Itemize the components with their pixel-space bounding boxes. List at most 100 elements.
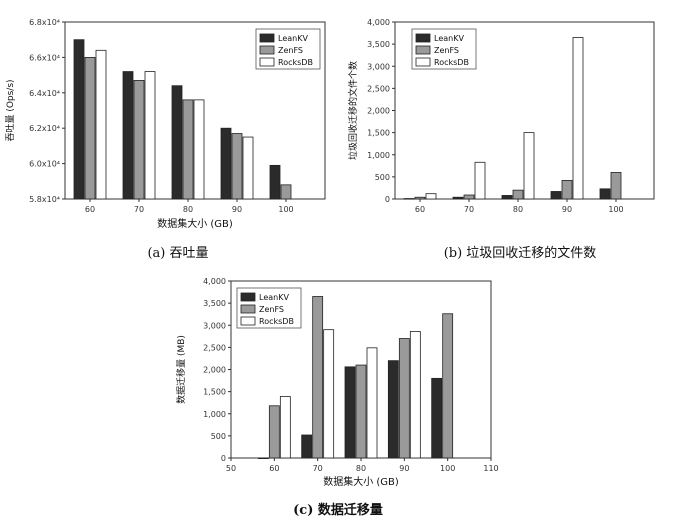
legend-swatch-zenfs (415, 45, 431, 55)
legend-swatch-leankv (259, 33, 275, 43)
legend-swatch-leankv (415, 33, 431, 43)
bar-rocksdb-80 (523, 132, 535, 200)
y-tick-label: 6.8x10⁴ (29, 18, 60, 27)
legend-swatch-leankv (240, 292, 256, 302)
bar-leankv-90 (550, 191, 562, 200)
legend-swatch-zenfs (259, 45, 275, 55)
bar-zenfs-100 (280, 184, 292, 200)
bar-zenfs-90 (231, 133, 243, 200)
bar-zenfs-100 (442, 313, 454, 459)
x-tick-label: 80 (356, 464, 366, 473)
y-tick-label: 1,500 (203, 388, 226, 397)
y-axis-label: 吞吐量 (Ops/s) (5, 79, 16, 141)
bar-leankv-100 (269, 164, 281, 200)
legend-label-zenfs: ZenFS (434, 46, 459, 55)
y-tick-label: 1,000 (367, 151, 390, 160)
legend-label-rocksdb: RocksDB (434, 58, 469, 67)
bar-leankv-80 (501, 195, 513, 200)
y-tick-label: 6.0x10⁴ (29, 160, 60, 169)
bar-leankv-90 (387, 360, 399, 459)
bar-zenfs-100 (610, 172, 622, 200)
x-tick-label: 90 (399, 464, 409, 473)
x-tick-label: 80 (183, 205, 193, 214)
x-tick-label: 60 (269, 464, 279, 473)
bar-zenfs-80 (355, 364, 367, 459)
y-tick-label: 500 (375, 173, 390, 182)
bar-zenfs-90 (398, 338, 410, 459)
y-axis-label: 数据迁移量 (MB) (175, 335, 187, 404)
legend-swatch-rocksdb (259, 57, 275, 67)
x-tick-label: 70 (134, 205, 144, 214)
x-tick-label: 90 (232, 205, 242, 214)
legend-swatch-zenfs (240, 304, 256, 314)
bar-rocksdb-80 (193, 99, 205, 200)
bar-rocksdb-90 (409, 331, 421, 459)
bar-rocksdb-60 (425, 193, 437, 200)
legend-label-leankv: LeanKV (259, 293, 289, 302)
bar-zenfs-80 (182, 99, 194, 200)
x-tick-label: 80 (513, 205, 523, 214)
caption-b: (b) 垃圾回收迁移的文件数 (443, 246, 597, 261)
bar-zenfs-70 (312, 296, 324, 459)
bar-zenfs-80 (512, 189, 524, 200)
y-tick-label: 3,500 (367, 40, 390, 49)
y-tick-label: 2,000 (203, 366, 226, 375)
x-tick-label: 100 (608, 205, 623, 214)
bar-rocksdb-70 (323, 329, 335, 459)
legend-label-leankv: LeanKV (434, 34, 464, 43)
bar-leankv-60 (257, 457, 269, 460)
bar-rocksdb-70 (474, 161, 486, 200)
y-tick-label: 2,500 (367, 84, 390, 93)
bar-leankv-90 (220, 127, 232, 200)
bar-leankv-60 (73, 39, 85, 200)
y-tick-label: 3,000 (203, 321, 226, 330)
legend-label-leankv: LeanKV (278, 34, 308, 43)
y-tick-label: 1,000 (203, 410, 226, 419)
bar-rocksdb-70 (144, 71, 156, 200)
legend-label-zenfs: ZenFS (278, 46, 303, 55)
x-tick-label: 110 (483, 464, 498, 473)
y-tick-label: 0 (385, 195, 390, 204)
x-axis-label: 数据集大小 (GB) (157, 217, 233, 230)
legend-label-rocksdb: RocksDB (278, 58, 313, 67)
legend-label-rocksdb: RocksDB (259, 317, 294, 326)
y-tick-label: 4,000 (367, 18, 390, 27)
y-axis-label: 垃圾回收迁移的文件个数 (347, 61, 359, 160)
x-tick-label: 100 (278, 205, 293, 214)
bar-leankv-70 (122, 71, 134, 200)
bar-zenfs-60 (414, 196, 426, 200)
x-tick-label: 70 (313, 464, 323, 473)
bar-rocksdb-90 (572, 37, 584, 200)
y-tick-label: 4,000 (203, 277, 226, 286)
bar-leankv-60 (403, 198, 415, 200)
bar-zenfs-60 (84, 57, 96, 200)
y-tick-label: 5.8x10⁴ (29, 195, 60, 204)
y-tick-label: 2,000 (367, 107, 390, 116)
x-axis-label: 数据集大小 (GB) (323, 475, 399, 488)
bar-rocksdb-80 (366, 347, 378, 459)
bar-rocksdb-90 (242, 136, 254, 200)
y-tick-label: 0 (221, 454, 226, 463)
bar-rocksdb-60 (279, 396, 291, 459)
x-tick-label: 60 (415, 205, 425, 214)
y-tick-label: 1,500 (367, 129, 390, 138)
x-tick-label: 60 (85, 205, 95, 214)
bar-leankv-80 (344, 366, 356, 459)
x-tick-label: 100 (440, 464, 455, 473)
y-tick-label: 6.6x10⁴ (29, 53, 60, 62)
bar-leankv-80 (171, 85, 183, 200)
bar-zenfs-60 (268, 405, 280, 459)
y-tick-label: 3,000 (367, 62, 390, 71)
x-tick-label: 50 (226, 464, 236, 473)
y-tick-label: 2,500 (203, 343, 226, 352)
legend-swatch-rocksdb (415, 57, 431, 67)
caption-c: (c) 数据迁移量 (293, 503, 383, 518)
bar-zenfs-90 (561, 180, 573, 200)
legend-swatch-rocksdb (240, 316, 256, 326)
y-tick-label: 3,500 (203, 299, 226, 308)
bar-zenfs-70 (133, 80, 145, 200)
x-tick-label: 90 (562, 205, 572, 214)
bar-zenfs-70 (463, 194, 475, 200)
x-tick-label: 70 (464, 205, 474, 214)
